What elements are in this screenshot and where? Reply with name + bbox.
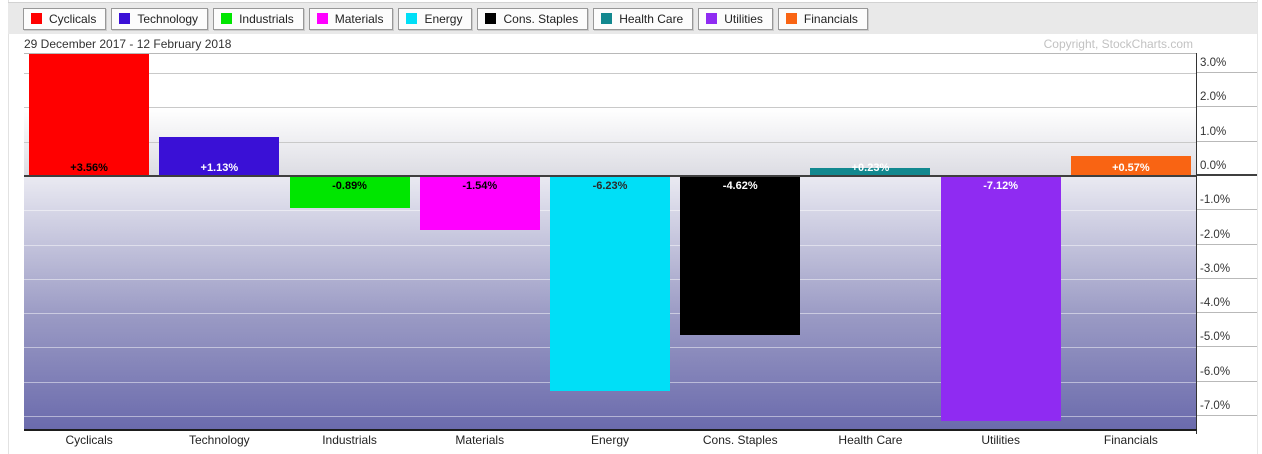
bar-financials[interactable]: +0.57% <box>1070 156 1191 176</box>
gridline <box>24 107 1196 109</box>
y-axis-tick <box>1197 277 1257 279</box>
bar-value-label: +3.56% <box>70 162 108 174</box>
bar-value-label: -6.23% <box>592 180 628 192</box>
legend-item-label: Cons. Staples <box>503 11 579 26</box>
gridline <box>24 141 1196 143</box>
legend-swatch-icon <box>221 13 233 24</box>
legend-item-materials[interactable]: Materials <box>308 7 394 30</box>
y-axis-label: -1.0% <box>1200 194 1231 207</box>
legend-item-label: Utilities <box>724 11 763 26</box>
y-axis-tick <box>1197 209 1257 211</box>
x-axis-label-technology: Technology <box>188 433 250 447</box>
legend-item-label: Technology <box>137 11 199 26</box>
x-axis-line <box>24 429 1197 431</box>
y-axis-label: 3.0% <box>1200 57 1227 70</box>
y-axis-label: -4.0% <box>1200 297 1231 310</box>
x-axis-label-utilities: Utilities <box>981 433 1020 447</box>
y-axis-label: 2.0% <box>1200 91 1227 104</box>
bar-industrials[interactable]: -0.89% <box>289 177 410 208</box>
y-axis-tick <box>1197 414 1257 416</box>
bar-value-label: +0.23% <box>851 161 890 174</box>
legend-item-label: Energy <box>424 11 463 26</box>
legend-item-cons-staples[interactable]: Cons. Staples <box>477 7 589 30</box>
gridline <box>24 415 1196 417</box>
y-axis-tick <box>1197 72 1257 74</box>
bar-cons-staples[interactable]: -4.62% <box>680 177 801 336</box>
bar-technology[interactable]: +1.13% <box>159 137 280 176</box>
y-axis-tick <box>1197 380 1257 382</box>
legend-item-financials[interactable]: Financials <box>777 7 868 30</box>
zero-line <box>24 175 1196 177</box>
x-axis-label-materials: Materials <box>455 433 505 447</box>
gridline <box>24 73 1196 75</box>
y-axis-labels-area: 3.0% 2.0% 1.0% 0.0% -1.0% -2.0% -3.0% -4.0% -5.0… <box>1197 53 1257 435</box>
x-axis-labels-area: Cyclicals Technology Industrials Materials E… <box>24 433 1196 449</box>
bar-health-care[interactable]: +0.23% <box>810 162 931 176</box>
legend-item-label: Cyclicals <box>49 11 97 26</box>
y-axis-tick <box>1197 346 1257 348</box>
y-axis-label: -5.0% <box>1200 331 1231 344</box>
date-range-label: 29 December 2017 - 12 February 2018 <box>24 37 232 51</box>
legend-swatch-icon <box>785 13 797 24</box>
chart-plot-area: +3.56% +1.13% -0.89% -1.54% -6.23% -4.62% +0.2… <box>24 53 1196 431</box>
legend-item-health-care[interactable]: Health Care <box>593 7 694 30</box>
x-axis-label-health-care: Health Care <box>838 433 903 447</box>
legend-swatch-icon <box>31 13 42 24</box>
legend-swatch-icon <box>601 13 613 24</box>
legend-item-label: Financials <box>803 11 858 26</box>
bar-value-label: +1.13% <box>200 161 239 174</box>
bar-energy[interactable]: -6.23% <box>550 177 670 391</box>
legend-bar: Cyclicals Technology Industrials Materials E… <box>8 2 1257 34</box>
bar-value-label: -1.54% <box>462 180 498 192</box>
legend-item-utilities[interactable]: Utilities <box>698 7 773 30</box>
legend-item-industrials[interactable]: Industrials <box>213 7 304 30</box>
bar-value-label: +0.57% <box>1112 161 1150 174</box>
legend-swatch-icon <box>485 13 497 24</box>
bar-cyclicals[interactable]: +3.56% <box>29 54 150 176</box>
legend-swatch-icon <box>119 13 131 24</box>
y-axis-label: -3.0% <box>1200 262 1231 275</box>
x-axis-label-financials: Financials <box>1103 433 1158 447</box>
y-axis-tick <box>1197 312 1257 314</box>
y-axis-label: 1.0% <box>1200 125 1227 138</box>
y-axis-label: -2.0% <box>1200 228 1231 241</box>
x-axis-label-energy: Energy <box>590 433 629 447</box>
legend-item-cyclicals[interactable]: Cyclicals <box>23 7 107 30</box>
y-axis-tick <box>1197 106 1257 108</box>
legend-item-label: Health Care <box>619 11 684 26</box>
copyright-label: Copyright, StockCharts.com <box>1043 37 1193 51</box>
bar-value-label: -4.62% <box>722 180 758 192</box>
x-axis-label-cyclicals: Cyclicals <box>65 433 113 447</box>
legend-item-label: Industrials <box>239 11 294 26</box>
bar-materials[interactable]: -1.54% <box>419 177 540 230</box>
y-axis-tick <box>1197 243 1257 245</box>
y-axis-label: 0.0% <box>1200 160 1227 172</box>
y-axis-label: -7.0% <box>1200 399 1231 412</box>
x-axis-label-cons-staples: Cons. Staples <box>702 433 778 447</box>
y-axis-line <box>1196 53 1197 434</box>
legend-item-energy[interactable]: Energy <box>398 7 473 30</box>
x-axis-label-industrials: Industrials <box>322 433 377 447</box>
y-axis-tick <box>1197 140 1257 142</box>
y-axis-tick <box>1197 174 1257 176</box>
y-axis-label: -6.0% <box>1200 365 1231 378</box>
legend-swatch-icon <box>316 13 328 24</box>
bar-utilities[interactable]: -7.12% <box>940 177 1061 421</box>
legend-item-technology[interactable]: Technology <box>111 7 209 30</box>
bar-value-label: -7.12% <box>983 180 1019 192</box>
legend-swatch-icon <box>706 13 718 24</box>
legend-item-label: Materials <box>334 11 384 26</box>
bar-value-label: -0.89% <box>332 180 367 192</box>
legend-swatch-icon <box>406 13 418 24</box>
